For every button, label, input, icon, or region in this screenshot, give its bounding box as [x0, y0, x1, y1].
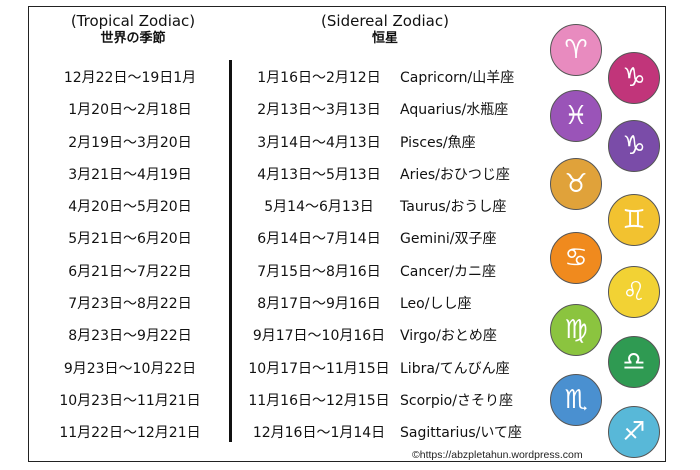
sidereal-subtitle: 恒星 — [371, 31, 398, 46]
sign-name: Cancer/カニ座 — [400, 263, 497, 280]
sign-name: Taurus/おうし座 — [400, 199, 507, 216]
copyright-notice: ©https://abzpletahun.wordpress.com — [412, 449, 583, 461]
tropical-date: 2月19日～3月20日 — [68, 134, 192, 151]
tropical-date: 5月21日～6月20日 — [68, 231, 192, 248]
sign-name: Gemini/双子座 — [400, 231, 497, 248]
tropical-title: (Tropical Zodiac) — [70, 12, 196, 30]
sign-name: Pisces/魚座 — [400, 134, 476, 151]
tropical-date: 6月21日～7月22日 — [68, 263, 192, 280]
sidereal-row: 9月17日～10月16日 Virgo/おとめ座 — [244, 320, 554, 352]
sidereal-row: 8月17日～9月16日 Leo/しし座 — [244, 288, 554, 320]
sign-name: Scorpio/さそり座 — [400, 392, 513, 409]
sidereal-row: 6月14日～7月14日 Gemini/双子座 — [244, 223, 554, 255]
sidereal-row: 7月15日～8月16日 Cancer/カニ座 — [244, 256, 554, 288]
sidereal-date: 9月17日～10月16日 — [252, 328, 386, 345]
fish-icon: ♓ — [550, 90, 602, 142]
sidereal-date: 1月16日～2月12日 — [257, 70, 381, 86]
lizard-icon: ♑ — [608, 52, 660, 104]
tropical-date-list: 12月22日～19日1月 1月20日～2月18日 2月19日～3月20日 3月2… — [40, 62, 220, 450]
sign-name: Leo/しし座 — [400, 296, 472, 313]
sidereal-header: (Sidereal Zodiac) 恒星 — [300, 12, 470, 48]
goat-icon: ♑ — [608, 120, 660, 172]
sidereal-row: 3月14日～4月13日 Pisces/魚座 — [244, 127, 554, 159]
archer-icon: ♐ — [608, 406, 660, 458]
sidereal-row: 10月17日～11月15日 Libra/てんびん座 — [244, 353, 554, 385]
sidereal-date: 7月15日～8月16日 — [257, 263, 381, 280]
sidereal-row: 1月16日～2月12日 Capricorn/山羊座 — [244, 62, 554, 94]
sidereal-date: 2月13日～3月13日 — [257, 102, 381, 119]
tropical-header: (Tropical Zodiac) 世界の季節 — [48, 12, 218, 48]
maiden-icon: ♍ — [550, 304, 602, 356]
sidereal-date: 12月16日～1月14日 — [252, 425, 386, 442]
sign-name: Sagittarius/いて座 — [400, 425, 522, 442]
sheep-icon: ♈ — [550, 24, 602, 76]
sign-name: Virgo/おとめ座 — [400, 328, 497, 345]
tropical-date: 10月23日～11月21日 — [59, 392, 201, 409]
chart-frame — [28, 6, 666, 462]
sidereal-date: 11月16日～12月15日 — [248, 392, 390, 409]
sign-name: Capricorn/山羊座 — [400, 70, 515, 86]
tropical-date: 7月23日～8月22日 — [68, 296, 192, 313]
tropical-date: 12月22日～19日1月 — [63, 70, 197, 86]
sidereal-row: 12月16日～1月14日 Sagittarius/いて座 — [244, 417, 554, 449]
sidereal-row: 11月16日～12月15日 Scorpio/さそり座 — [244, 385, 554, 417]
sidereal-date: 4月13日～5月13日 — [257, 166, 381, 183]
tropical-date: 11月22日～12月21日 — [59, 425, 201, 442]
twins-icon: ♊ — [608, 194, 660, 246]
sidereal-date: 3月14日～4月13日 — [257, 134, 381, 151]
sidereal-row: 4月13日～5月13日 Aries/おひつじ座 — [244, 159, 554, 191]
scorpion-icon: ♏ — [550, 374, 602, 426]
crab-icon: ♋ — [550, 232, 602, 284]
sidereal-title: (Sidereal Zodiac) — [321, 12, 449, 30]
tropical-date: 8月23日～9月22日 — [68, 328, 192, 345]
sidereal-row: 5月14～6月13日 Taurus/おうし座 — [244, 191, 554, 223]
tropical-date: 1月20日～2月18日 — [68, 102, 192, 119]
sidereal-list: 1月16日～2月12日 Capricorn/山羊座 2月13日～3月13日 Aqua… — [244, 62, 554, 450]
tropical-subtitle: 世界の季節 — [100, 31, 166, 46]
sidereal-row: 2月13日～3月13日 Aquarius/水瓶座 — [244, 94, 554, 126]
sidereal-date: 10月17日～11月15日 — [248, 360, 390, 377]
sign-name: Libra/てんびん座 — [400, 360, 510, 377]
sidereal-date: 5月14～6月13日 — [264, 199, 374, 216]
tropical-date: 3月21日～4月19日 — [68, 166, 192, 183]
tropical-date: 4月20日～5月20日 — [68, 199, 192, 216]
sign-name: Aquarius/水瓶座 — [400, 102, 509, 119]
sidereal-date: 6月14日～7月14日 — [257, 231, 381, 248]
scales-icon: ♎ — [608, 336, 660, 388]
tropical-date: 9月23日～10月22日 — [63, 360, 197, 377]
bull-icon: ♉ — [550, 158, 602, 210]
column-divider — [229, 60, 232, 442]
sidereal-date: 8月17日～9月16日 — [257, 296, 381, 313]
lion-icon: ♌ — [608, 266, 660, 318]
sign-name: Aries/おひつじ座 — [400, 166, 510, 183]
